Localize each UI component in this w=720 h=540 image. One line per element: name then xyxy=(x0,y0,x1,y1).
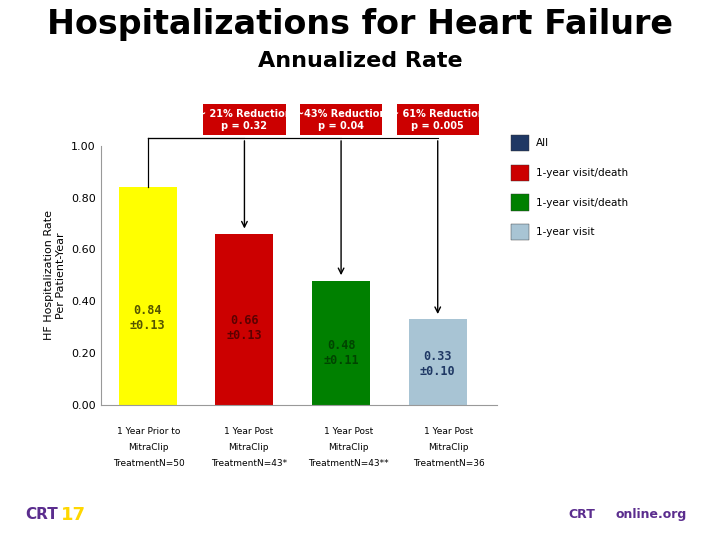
Text: MitraClip: MitraClip xyxy=(228,443,269,452)
Text: 1-year visit/death: 1-year visit/death xyxy=(536,168,629,178)
Text: ~43% Reduction
p = 0.04: ~43% Reduction p = 0.04 xyxy=(296,109,386,131)
Text: Hospitalizations for Heart Failure: Hospitalizations for Heart Failure xyxy=(47,8,673,41)
Bar xyxy=(119,187,177,405)
Bar xyxy=(312,281,370,405)
Text: MitraClip: MitraClip xyxy=(428,443,469,452)
Text: *Deaths treated as HF hospitalizations: *Deaths treated as HF hospitalizations xyxy=(286,502,434,511)
FancyBboxPatch shape xyxy=(203,104,286,136)
Text: 0.33
±0.10: 0.33 ±0.10 xyxy=(420,350,456,378)
Text: CRT: CRT xyxy=(569,508,595,521)
Text: TreatmentN=36: TreatmentN=36 xyxy=(413,459,485,468)
Bar xyxy=(562,499,706,536)
FancyBboxPatch shape xyxy=(397,104,479,136)
Bar xyxy=(14,501,72,533)
Text: TreatmentN=50: TreatmentN=50 xyxy=(113,459,184,468)
Text: 17: 17 xyxy=(61,506,86,524)
Text: All: All xyxy=(536,138,549,148)
Text: ~ 21% Reduction
p = 0.32: ~ 21% Reduction p = 0.32 xyxy=(197,109,292,131)
Text: ~ 61% Reduction
p = 0.005: ~ 61% Reduction p = 0.005 xyxy=(391,109,485,131)
Text: 1 Year Post: 1 Year Post xyxy=(424,427,474,436)
Text: Annualized Rate: Annualized Rate xyxy=(258,51,462,71)
Text: 1 Year Post: 1 Year Post xyxy=(224,427,274,436)
Text: 0.48
±0.11: 0.48 ±0.11 xyxy=(323,339,359,367)
Bar xyxy=(215,234,274,405)
Text: 1 Year Post: 1 Year Post xyxy=(324,427,374,436)
Text: TreatmentN=43**: TreatmentN=43** xyxy=(308,459,389,468)
Text: 1-year visit/death: 1-year visit/death xyxy=(536,198,629,207)
Text: **Death treated as a censoring event (HF hospitalizations counted up until time : **Death treated as a censoring event (HF… xyxy=(187,522,533,531)
Text: TreatmentN=43*: TreatmentN=43* xyxy=(211,459,287,468)
Text: 0.84
±0.13: 0.84 ±0.13 xyxy=(130,304,166,332)
Text: 1-year visit: 1-year visit xyxy=(536,227,595,237)
Text: MitraClip: MitraClip xyxy=(328,443,369,452)
Y-axis label: HF Hospitalization Rate
Per Patient-Year: HF Hospitalization Rate Per Patient-Year xyxy=(44,211,66,340)
Text: CRT: CRT xyxy=(25,507,58,522)
Text: online.org: online.org xyxy=(616,508,687,521)
Text: MitraClip: MitraClip xyxy=(129,443,169,452)
Bar xyxy=(409,320,467,405)
FancyBboxPatch shape xyxy=(300,104,382,136)
Text: 0.66
±0.13: 0.66 ±0.13 xyxy=(227,314,262,342)
Text: 1 Year Prior to: 1 Year Prior to xyxy=(117,427,181,436)
